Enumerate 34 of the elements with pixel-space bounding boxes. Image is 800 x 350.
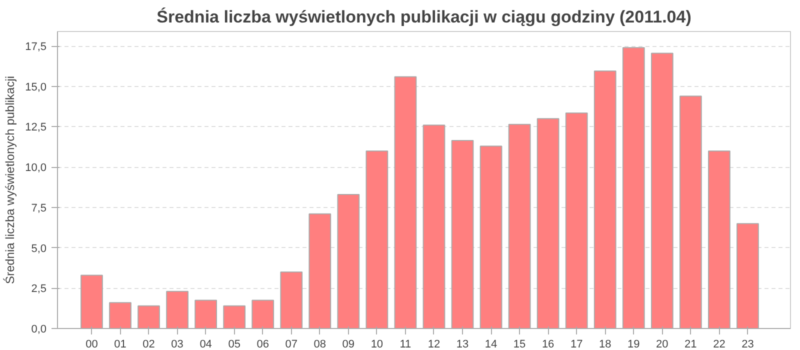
y-tick-label: 2,5 [31,283,47,296]
x-tick-label: 04 [200,338,212,350]
x-tick-label: 15 [513,338,526,350]
x-tick-label: 00 [86,338,98,350]
x-tick-label: 23 [742,338,754,350]
y-tick-label: 12,5 [25,122,47,134]
y-axis-title: Średnia liczba wyświetlonych publikacji [3,76,18,284]
chart-title: Średnia liczba wyświetlonych publikacji w ciągu godziny (2011.04) [156,6,692,26]
y-tick-label: 0,0 [31,324,47,336]
x-tick-label: 06 [256,338,269,350]
x-tick-label: 08 [314,338,326,350]
x-tick-label: 16 [542,338,554,350]
x-tick-label: 11 [400,338,412,350]
x-tick-label: 19 [628,338,640,350]
x-tick-label: 07 [285,338,298,350]
x-tick-label: 03 [171,338,184,350]
x-tick-label: 10 [370,338,384,350]
x-tick-label: 21 [684,338,697,350]
y-tick-label: 10,0 [25,162,47,174]
x-tick-label: 13 [456,338,469,350]
x-tick-label: 01 [114,338,126,350]
x-tick-label: 20 [656,338,668,350]
x-tick-label: 18 [598,338,612,350]
y-tick-label: 5,0 [31,242,47,255]
y-tick-label: 15,0 [25,81,47,94]
x-tick-label: 09 [342,338,355,350]
x-tick-label: 22 [713,338,726,350]
x-tick-label: 14 [484,338,498,350]
x-tick-label: 05 [228,338,240,350]
y-tick-label: 7,5 [31,202,47,214]
x-tick-label: 17 [570,338,583,350]
y-tick-label: 17,5 [25,41,47,54]
x-tick-label: 12 [428,338,440,350]
x-tick-label: 02 [142,338,155,350]
